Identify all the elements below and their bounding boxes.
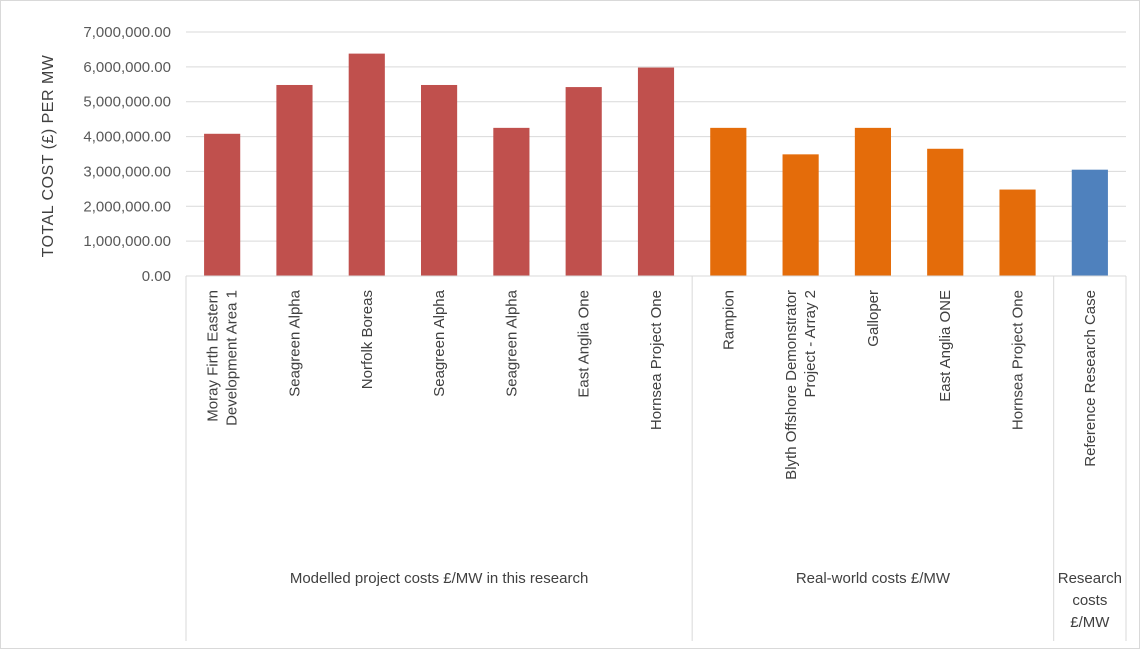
category-label: Reference Research Case bbox=[1082, 290, 1099, 467]
category-label: Rampion bbox=[720, 290, 737, 350]
group-label: Research bbox=[1058, 570, 1122, 587]
category-label: Development Area 1 bbox=[224, 290, 241, 426]
bar bbox=[421, 84, 458, 277]
bar bbox=[565, 87, 602, 277]
y-tick-label: 1,000,000.00 bbox=[83, 233, 171, 250]
y-tick-label: 5,000,000.00 bbox=[83, 94, 171, 111]
bar bbox=[710, 127, 747, 276]
y-axis-title: TOTAL COST (£) PER MW bbox=[40, 54, 57, 257]
category-label: Seagreen Alpha bbox=[286, 289, 303, 396]
y-tick-label: 2,000,000.00 bbox=[83, 198, 171, 215]
category-label: Hornsea Project One bbox=[648, 290, 665, 430]
bar bbox=[348, 53, 385, 277]
category-labels: Moray Firth Eastern Development Area 1 Sea… bbox=[205, 289, 1099, 479]
category-label: Seagreen Alpha bbox=[431, 289, 448, 396]
bar bbox=[493, 127, 530, 276]
bar bbox=[927, 148, 964, 276]
group-label: Real-world costs £/MW bbox=[796, 570, 951, 587]
group-label: Modelled project costs £/MW in this rese… bbox=[290, 570, 588, 587]
bar bbox=[854, 127, 891, 276]
category-label: Project - Array 2 bbox=[802, 290, 819, 398]
category-label: East Anglia One bbox=[576, 290, 593, 398]
category-label: Moray Firth Eastern bbox=[205, 290, 222, 422]
y-tick-label: 7,000,000.00 bbox=[83, 24, 171, 41]
bars bbox=[204, 53, 1108, 277]
y-tick-label: 3,000,000.00 bbox=[83, 163, 171, 180]
bar bbox=[276, 84, 313, 277]
group-label: costs bbox=[1072, 592, 1107, 609]
category-label: Norfolk Boreas bbox=[359, 290, 376, 389]
category-label: East Anglia ONE bbox=[937, 290, 954, 402]
y-tick-label: 0.00 bbox=[142, 268, 171, 285]
group-label: £/MW bbox=[1070, 614, 1110, 631]
bar bbox=[999, 189, 1036, 276]
y-tick-label: 6,000,000.00 bbox=[83, 59, 171, 76]
bar bbox=[637, 67, 675, 276]
bar bbox=[204, 133, 241, 276]
category-label: Galloper bbox=[865, 290, 882, 347]
category-label: Blyth Offshore Demonstrator bbox=[783, 290, 800, 480]
axes bbox=[185, 275, 1127, 641]
bar bbox=[1071, 169, 1108, 276]
category-label: Seagreen Alpha bbox=[503, 289, 520, 396]
group-labels: Modelled project costs £/MW in this rese… bbox=[290, 570, 1122, 631]
y-tick-labels: 0.00 1,000,000.00 2,000,000.00 3,000,000.00… bbox=[83, 24, 171, 285]
y-tick-label: 4,000,000.00 bbox=[83, 129, 171, 146]
bar bbox=[782, 154, 819, 276]
category-label: Hornsea Project One bbox=[1010, 290, 1027, 430]
